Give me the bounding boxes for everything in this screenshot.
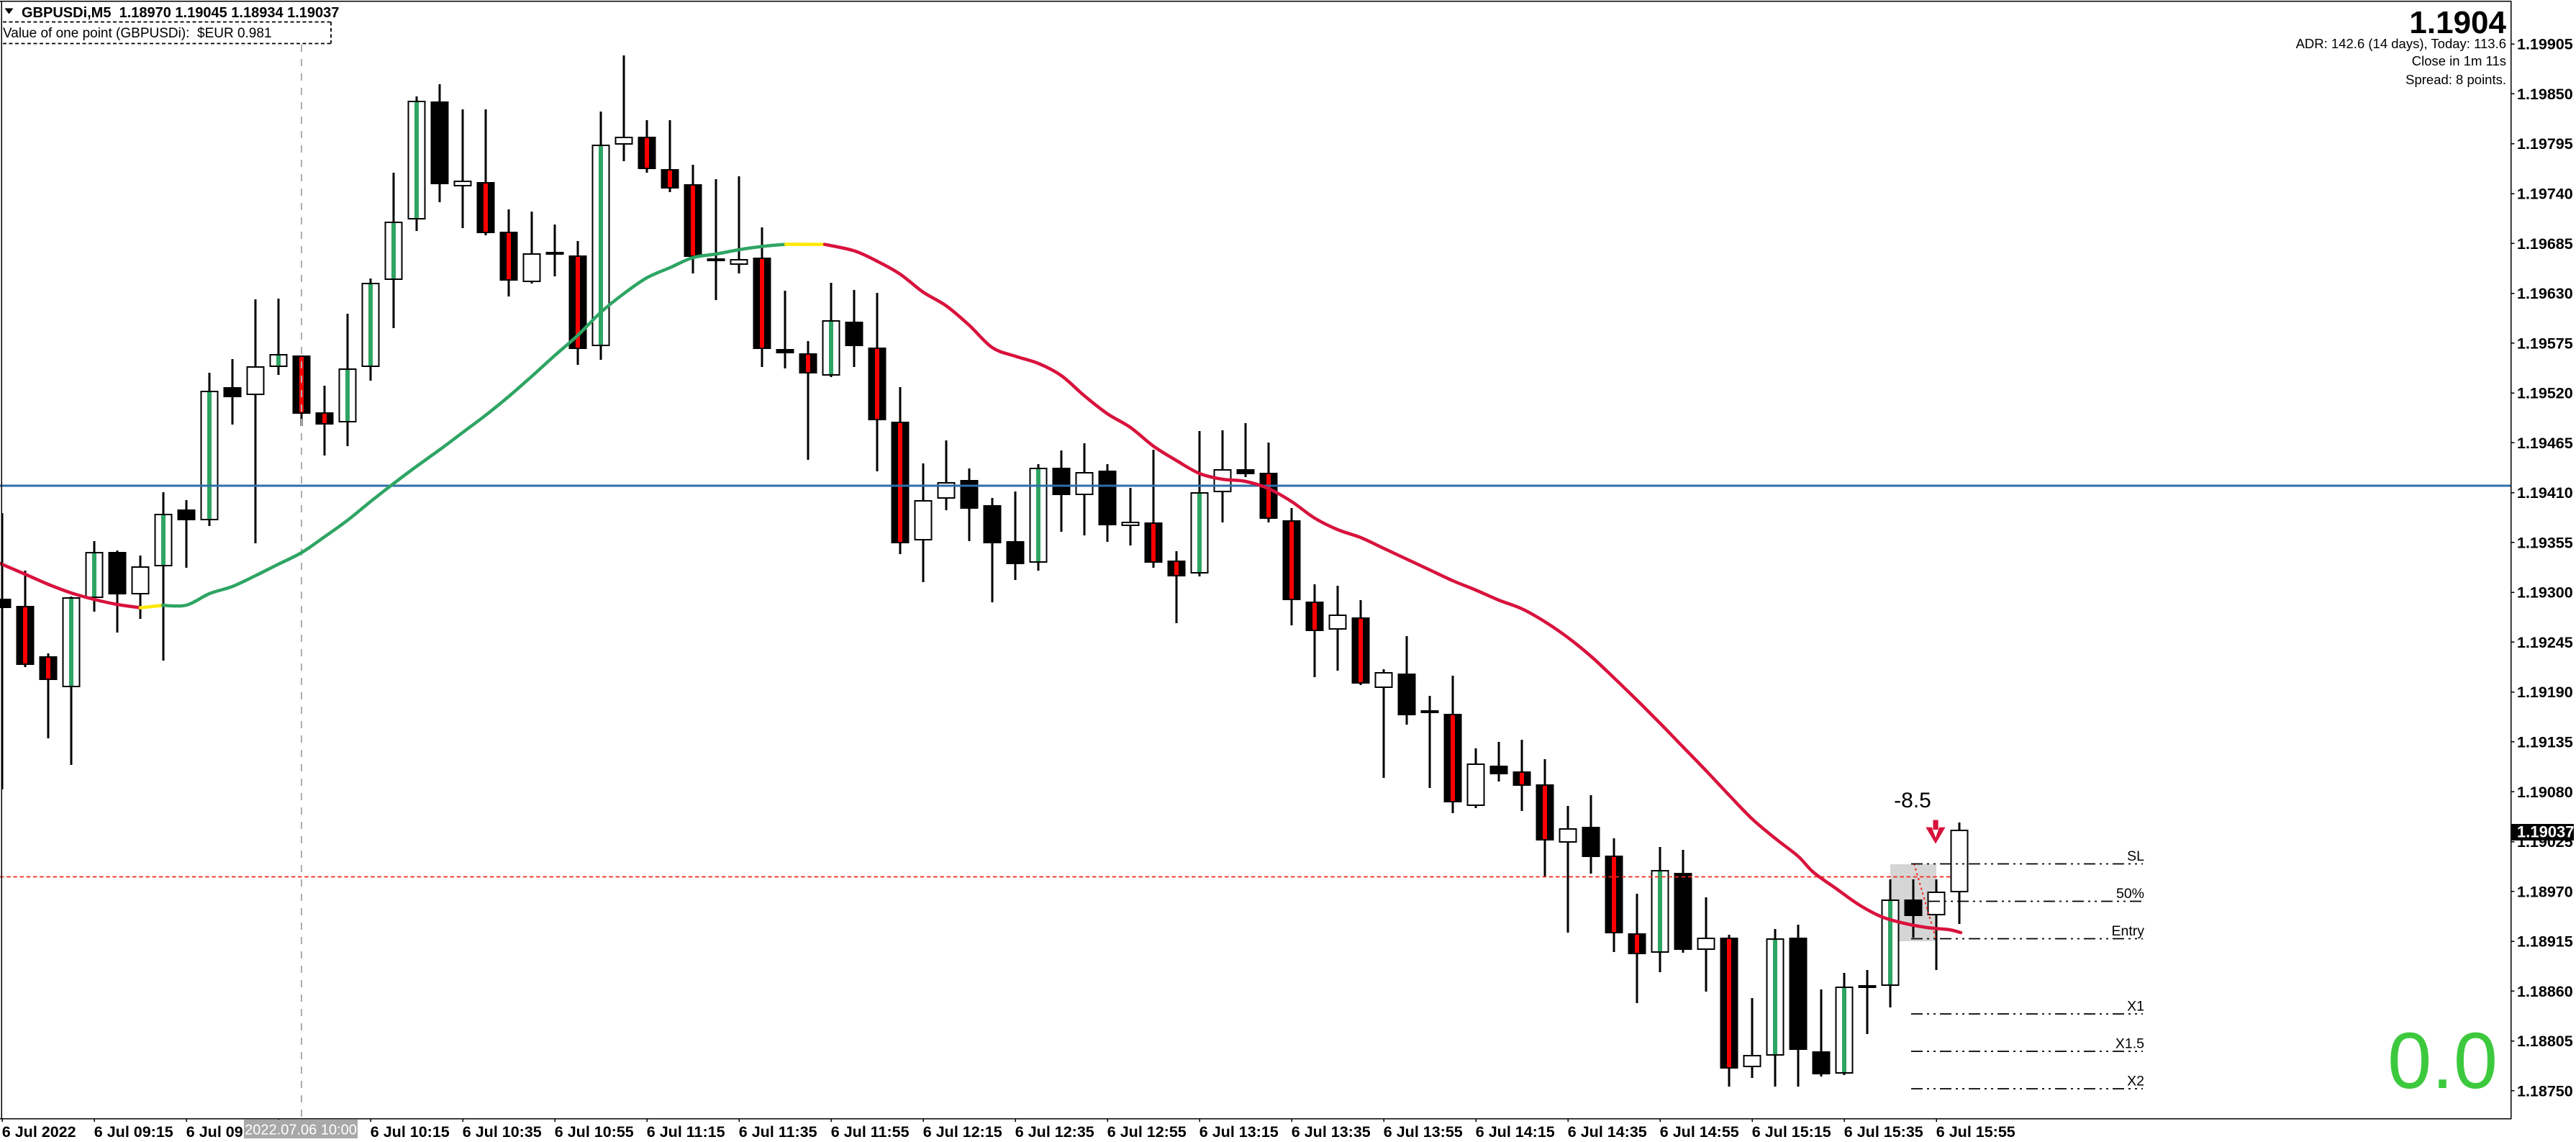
svg-text:6 Jul 15:15: 6 Jul 15:15 (1752, 1123, 1831, 1141)
svg-text:X1: X1 (2127, 999, 2144, 1015)
svg-text:6 Jul 12:55: 6 Jul 12:55 (1107, 1123, 1187, 1141)
svg-text:Spread: 8 points.: Spread: 8 points. (2405, 72, 2506, 87)
svg-text:6 Jul 10:35: 6 Jul 10:35 (463, 1123, 542, 1141)
svg-text:6 Jul 12:15: 6 Jul 12:15 (923, 1123, 1002, 1141)
svg-text:1.18750: 1.18750 (2517, 1082, 2573, 1100)
svg-text:Entry: Entry (2111, 923, 2144, 939)
svg-text:1.19245: 1.19245 (2517, 634, 2573, 651)
svg-text:6 Jul 2022: 6 Jul 2022 (2, 1123, 76, 1141)
svg-text:2022.07.06 10:00: 2022.07.06 10:00 (245, 1123, 357, 1138)
svg-text:1.19410: 1.19410 (2517, 484, 2573, 502)
svg-text:0.0: 0.0 (2387, 1017, 2498, 1105)
svg-text:6 Jul 13:35: 6 Jul 13:35 (1292, 1123, 1371, 1141)
svg-text:6 Jul 13:15: 6 Jul 13:15 (1199, 1123, 1279, 1141)
svg-text:6 Jul 14:35: 6 Jul 14:35 (1568, 1123, 1647, 1141)
svg-text:ADR: 142.6 (14 days), Today: 1: ADR: 142.6 (14 days), Today: 113.6 (2296, 36, 2506, 51)
svg-text:1.19135: 1.19135 (2517, 734, 2573, 751)
svg-text:1.19080: 1.19080 (2517, 784, 2573, 801)
svg-text:50%: 50% (2116, 886, 2144, 902)
svg-text:1.18915: 1.18915 (2517, 933, 2573, 951)
svg-text:1.1904: 1.1904 (2409, 5, 2506, 40)
svg-text:1.19905: 1.19905 (2517, 36, 2573, 53)
svg-text:6 Jul 11:55: 6 Jul 11:55 (831, 1123, 910, 1141)
svg-text:1.19465: 1.19465 (2517, 435, 2573, 452)
svg-text:1.18970: 1.18970 (2517, 883, 2573, 900)
svg-text:1.18860: 1.18860 (2517, 983, 2573, 1000)
svg-text:1.19300: 1.19300 (2517, 584, 2573, 602)
svg-text:6 Jul 11:35: 6 Jul 11:35 (739, 1123, 817, 1141)
svg-text:Value of one point (GBPUSDi):: Value of one point (GBPUSDi): $EUR 0.981 (3, 26, 272, 41)
svg-text:6 Jul 15:35: 6 Jul 15:35 (1844, 1123, 1923, 1141)
svg-text:6 Jul 14:15: 6 Jul 14:15 (1476, 1123, 1555, 1141)
svg-text:6 Jul 12:35: 6 Jul 12:35 (1015, 1123, 1094, 1141)
svg-text:6 Jul 15:55: 6 Jul 15:55 (1936, 1123, 2015, 1141)
svg-text:6 Jul 10:55: 6 Jul 10:55 (555, 1123, 634, 1141)
svg-text:6 Jul 10:15: 6 Jul 10:15 (371, 1123, 450, 1141)
svg-text:1.19190: 1.19190 (2517, 684, 2573, 701)
svg-text:6 Jul 14:55: 6 Jul 14:55 (1660, 1123, 1739, 1141)
svg-text:X2: X2 (2127, 1074, 2144, 1089)
svg-text:1.19740: 1.19740 (2517, 186, 2573, 203)
svg-text:1.19795: 1.19795 (2517, 135, 2573, 153)
svg-text:Close in 1m 11s: Close in 1m 11s (2412, 53, 2506, 68)
svg-text:GBPUSDi,M5 1.18970 1.19045 1.: GBPUSDi,M5 1.18970 1.19045 1.18934 1.190… (22, 5, 339, 21)
svg-text:SL: SL (2127, 848, 2144, 864)
svg-text:1.18805: 1.18805 (2517, 1033, 2573, 1050)
svg-text:6 Jul 09:15: 6 Jul 09:15 (94, 1123, 173, 1141)
svg-text:1.19630: 1.19630 (2517, 285, 2573, 302)
svg-text:1.19037: 1.19037 (2517, 823, 2575, 841)
svg-text:1.19850: 1.19850 (2517, 86, 2573, 103)
svg-text:1.19520: 1.19520 (2517, 385, 2573, 402)
svg-text:1.19685: 1.19685 (2517, 235, 2573, 253)
svg-text:6 Jul 11:15: 6 Jul 11:15 (647, 1123, 725, 1141)
svg-text:1.19575: 1.19575 (2517, 335, 2573, 352)
svg-text:1.19355: 1.19355 (2517, 534, 2573, 551)
svg-text:6 Jul 13:55: 6 Jul 13:55 (1384, 1123, 1463, 1141)
svg-text:-8.5: -8.5 (1894, 789, 1931, 812)
svg-text:X1.5: X1.5 (2115, 1036, 2144, 1052)
